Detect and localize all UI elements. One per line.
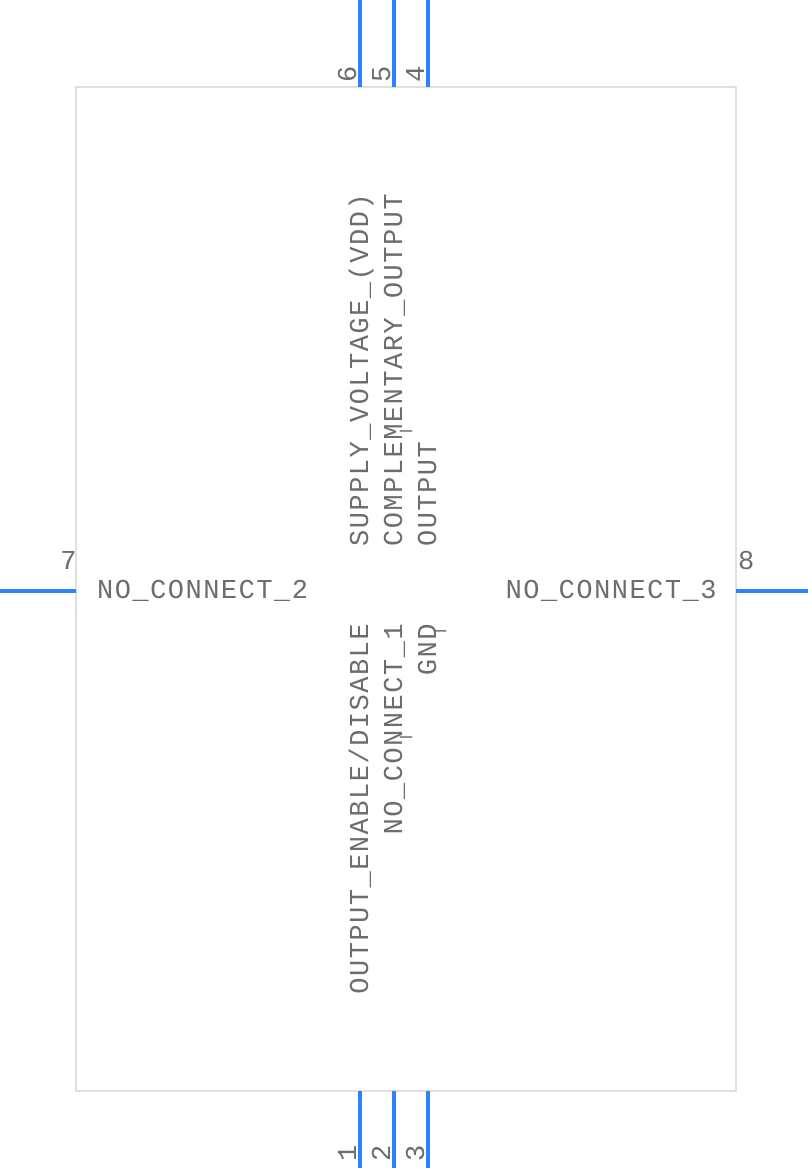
pin-6-label: SUPPLY_VOLTAGE_(VDD) bbox=[347, 192, 377, 546]
svg-text:COMPLEMENTARY_OUTPUT: COMPLEMENTARY_OUTPUT bbox=[381, 192, 411, 546]
svg-text:1: 1 bbox=[335, 1145, 365, 1161]
svg-text:6: 6 bbox=[335, 66, 365, 82]
pin-4-label: OUTPUT bbox=[415, 440, 445, 546]
component-schematic: 6 SUPPLY_VOLTAGE_(VDD) 5 COMPLEMENTARY_OUTP… bbox=[0, 0, 808, 1168]
pin-2-number: 2 bbox=[369, 1145, 399, 1161]
svg-text:5: 5 bbox=[369, 66, 399, 82]
pin-5-number: 5 bbox=[369, 66, 399, 82]
svg-text:GND: GND bbox=[415, 622, 445, 675]
pin-3-label: GND bbox=[415, 622, 445, 675]
svg-text:SUPPLY_VOLTAGE_(VDD): SUPPLY_VOLTAGE_(VDD) bbox=[347, 192, 377, 546]
pin-4-number: 4 bbox=[403, 66, 433, 82]
pin-8-number: 8 bbox=[738, 548, 756, 578]
pin-1-label: OUTPUT_ENABLE/DISABLE bbox=[347, 622, 377, 994]
svg-text:OUTPUT: OUTPUT bbox=[415, 440, 445, 546]
pin-3-number: 3 bbox=[403, 1145, 433, 1161]
svg-text:4: 4 bbox=[403, 66, 433, 82]
pin-2-label: NO_CONNECT_1 bbox=[381, 622, 411, 834]
pin-1-number: 1 bbox=[335, 1145, 365, 1161]
pin-7-number: 7 bbox=[60, 548, 78, 578]
pin-7-label: NO_CONNECT_2 bbox=[97, 577, 309, 607]
svg-text:OUTPUT_ENABLE/DISABLE: OUTPUT_ENABLE/DISABLE bbox=[347, 622, 377, 994]
pin-5-label: COMPLEMENTARY_OUTPUT bbox=[381, 192, 411, 546]
pin-6-number: 6 bbox=[335, 66, 365, 82]
svg-text:3: 3 bbox=[403, 1145, 433, 1161]
pin-8-label: NO_CONNECT_3 bbox=[506, 577, 718, 607]
svg-text:NO_CONNECT_1: NO_CONNECT_1 bbox=[381, 622, 411, 834]
svg-text:2: 2 bbox=[369, 1145, 399, 1161]
